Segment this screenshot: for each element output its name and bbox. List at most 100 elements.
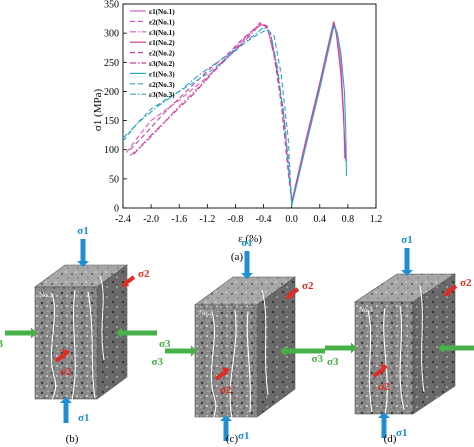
panel-a-label: (a): [231, 251, 244, 263]
sigma2-side-label: σ2: [302, 280, 314, 292]
sigma2-front-arrow-head: [380, 364, 388, 373]
sigma2-front-arrow-head: [62, 349, 70, 358]
series-line-8: [122, 28, 293, 205]
series-line-4: [291, 21, 347, 203]
legend-entry: ε3(No.3): [149, 91, 175, 99]
sigma1-bottom-label: σ1: [78, 412, 89, 424]
sigma2-front-arrow: [372, 368, 384, 378]
sigma3-right-arrow-head: [116, 327, 122, 339]
sigma2-side-label: σ2: [138, 268, 150, 280]
panel-label: (c): [226, 433, 239, 445]
panel-label: (d): [384, 433, 397, 445]
sigma3-right-arrow-head: [438, 342, 444, 354]
stress-strain-chart: 0 50 100 150 200 250 300 350 -2.4 -2.0 -1.6 -1.2 -0…: [92, 0, 382, 263]
sigma3-right-label: σ3: [327, 356, 339, 368]
specimen-diagrams: No.1σ1σ1σ3σ3σ2σ2(b)No.2σ1σ1σ3σ3σ2σ2(c)No…: [0, 225, 474, 445]
crack-line: [71, 289, 76, 401]
sigma2-side-arrow: [124, 275, 136, 285]
y-tick-label: 150: [104, 116, 119, 127]
sigma2-side-arrow-head: [443, 288, 451, 296]
x-tick-label: 0.8: [342, 214, 355, 225]
y-tick-label: 300: [104, 29, 119, 40]
sigma2-side-arrow-head: [121, 279, 129, 287]
crack-line: [246, 311, 251, 413]
sigma3-left-label: σ3: [0, 338, 3, 350]
y-tick-label: 250: [104, 58, 119, 69]
plot-frame: [122, 3, 377, 209]
x-axis-ticks: -2.4 -2.0 -1.6 -1.2 -0.8 -0.4 0.0 0.4 0.8 1.2: [115, 204, 382, 225]
sigma3-right-arrow-head: [280, 345, 286, 357]
x-tick-label: -2.0: [143, 214, 159, 225]
sigma1-bottom-arrow-head: [60, 397, 72, 403]
series-line-5: [129, 23, 293, 202]
x-tick-label: -2.4: [115, 214, 131, 225]
sigma2-side-arrow-head: [285, 291, 293, 299]
sigma3-left-arrow-head: [191, 345, 197, 357]
sigma1-top-arrow-head: [401, 270, 413, 276]
sample-label: No.1: [39, 291, 53, 299]
legend: ε1(No.1) ε2(No.1) ε3(No.1) ε1(No.2) ε2(No.2)…: [130, 8, 175, 99]
sigma2-front-label: σ2: [378, 381, 390, 393]
crack-line: [383, 307, 388, 415]
x-tick-label: -1.2: [199, 214, 215, 225]
sigma1-bottom-label: σ1: [238, 430, 249, 442]
sigma1-top-arrow-head: [77, 261, 89, 267]
sample-label: No.2: [199, 309, 213, 317]
series-line-6: [133, 23, 293, 200]
x-axis-label: ε (%): [238, 233, 262, 245]
series-line-7: [291, 24, 348, 206]
sigma1-top-arrow-head: [241, 273, 253, 279]
legend-entry: ε2(No.2): [149, 50, 175, 58]
crack-line: [419, 285, 425, 393]
y-tick-label: 350: [104, 0, 119, 11]
sigma2-side-arrow: [288, 287, 300, 297]
sigma2-front-label: σ2: [60, 366, 72, 378]
crack-line: [210, 311, 217, 421]
legend-entry: ε2(No.3): [149, 81, 175, 89]
series-line-1: [291, 20, 345, 204]
y-tick-label: 200: [104, 87, 119, 98]
specimen-front-face: [34, 286, 98, 400]
sigma3-left-arrow-head: [31, 327, 37, 339]
sample-label: No.3: [359, 306, 373, 314]
sigma2-front-arrow: [214, 371, 226, 381]
sigma1-top-label: σ1: [77, 225, 88, 237]
legend-entry: ε1(No.2): [149, 39, 175, 47]
x-tick-label: -0.4: [256, 214, 272, 225]
crack-line: [261, 289, 269, 396]
series-lines: [122, 20, 348, 206]
y-tick-label: 100: [104, 145, 119, 156]
sigma1-bottom-label: σ1: [396, 427, 407, 439]
sigma3-left-label: σ3: [152, 356, 164, 368]
crack-line: [367, 309, 373, 413]
legend-entry: ε3(No.1): [149, 29, 175, 37]
crack-line: [399, 305, 405, 411]
x-tick-label: 1.2: [370, 214, 383, 225]
specimen-1: No.1 σ1 σ1 σ3 σ3 σ2 σ2 (b): [0, 225, 171, 445]
legend-entry: ε3(No.2): [149, 60, 175, 68]
sigma2-front-arrow: [54, 353, 66, 363]
sigma2-front-label: σ2: [220, 384, 232, 396]
sigma1-bottom-arrow-head: [220, 415, 232, 421]
series-line-9: [122, 26, 293, 204]
panel-label: (b): [66, 433, 79, 445]
x-tick-label: -1.6: [171, 214, 187, 225]
sigma3-left-label: σ3: [312, 353, 324, 365]
sigma2-side-arrow: [446, 284, 458, 294]
legend-entry: ε1(No.3): [149, 70, 175, 78]
sigma3-left-arrow-head: [351, 342, 357, 354]
crack-line: [87, 291, 96, 399]
x-tick-label: 0.0: [285, 214, 298, 225]
sigma2-front-arrow-head: [222, 367, 230, 376]
sigma1-top-label: σ1: [241, 237, 252, 249]
x-tick-label: 0.4: [314, 214, 327, 225]
sigma1-bottom-arrow-head: [378, 412, 390, 418]
series-line-3: [129, 23, 293, 200]
legend-entry: ε1(No.1): [149, 8, 175, 16]
sigma2-side-label: σ2: [460, 277, 472, 289]
y-tick-label: 0: [114, 204, 119, 215]
y-axis-label: σ1 (MPa): [92, 89, 104, 132]
x-tick-label: -0.8: [228, 214, 244, 225]
